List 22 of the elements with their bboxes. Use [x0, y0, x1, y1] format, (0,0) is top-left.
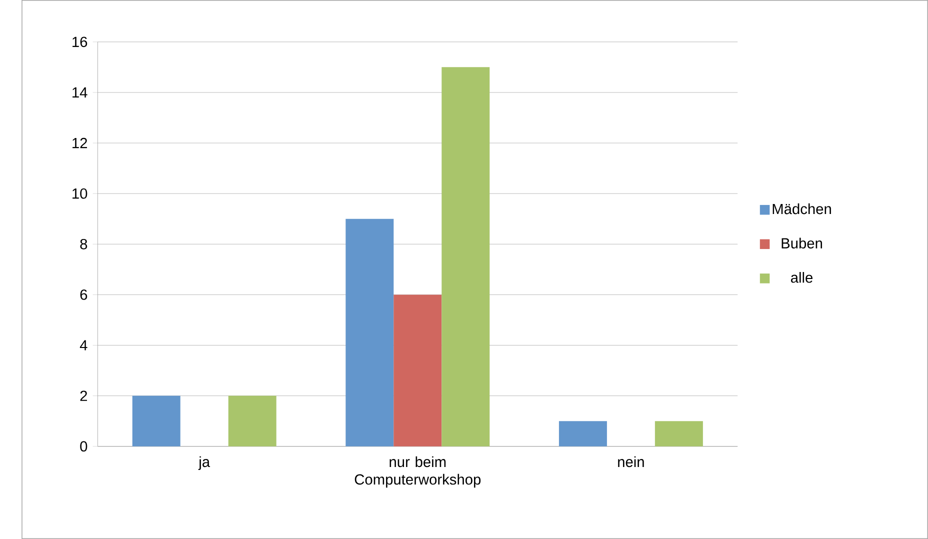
y-tick-label: 8: [80, 238, 88, 250]
y-tick-label: 10: [72, 188, 88, 199]
bar: [394, 294, 442, 446]
y-tick-label: 14: [72, 87, 88, 98]
y-tick-label: 12: [72, 138, 87, 148]
x-tick-label: nein: [618, 456, 644, 468]
bar: [228, 396, 276, 446]
y-tick-label: 2: [80, 390, 87, 401]
y-tick-label: 0: [80, 441, 88, 452]
bar: [132, 396, 180, 446]
y-tick-label: 16: [72, 36, 88, 48]
y-tick-label: 4: [80, 340, 88, 350]
legend-label: alle: [790, 272, 813, 283]
x-tick-label: ja: [198, 456, 210, 470]
bar: [442, 67, 490, 446]
x-tick-label: nur beim Computerworkshop: [354, 456, 481, 488]
bar: [346, 218, 394, 446]
y-tick-label: 6: [80, 289, 88, 300]
legend-label: Mädchen: [772, 203, 831, 214]
bar: [654, 421, 703, 446]
legend-label: Buben: [782, 238, 822, 248]
bar: [558, 421, 607, 446]
